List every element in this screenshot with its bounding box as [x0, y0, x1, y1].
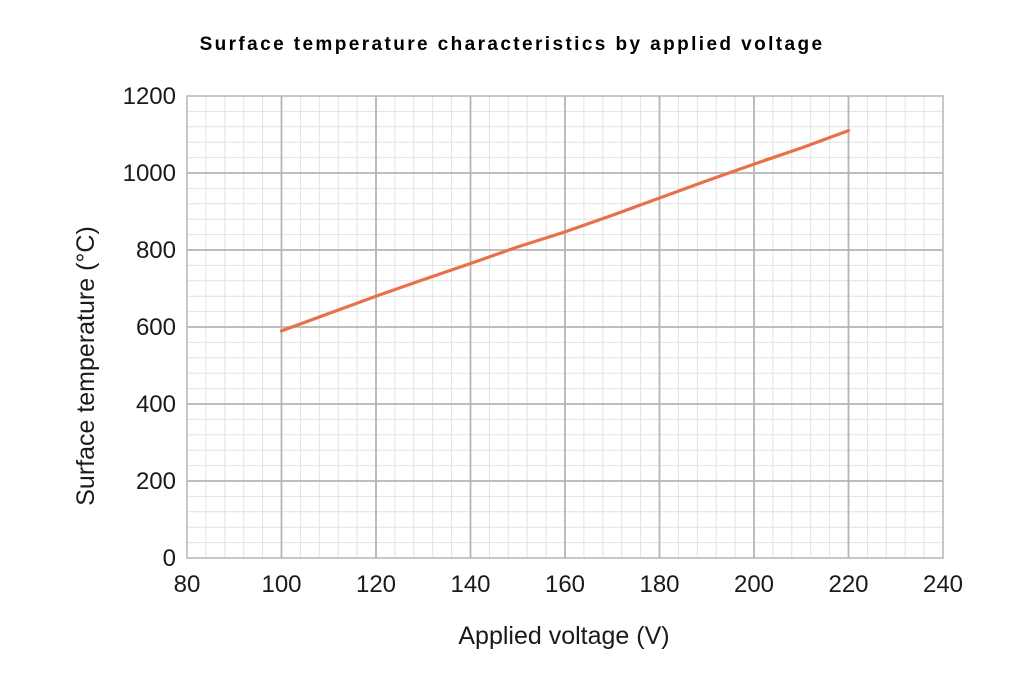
series-layer	[279, 129, 851, 333]
x-axis-title: Applied voltage (V)	[458, 622, 669, 650]
x-tick-label: 220	[828, 571, 868, 598]
y-axis-ticks: 0 200 400 600 800 1000 1200	[123, 83, 176, 572]
y-tick-label: 800	[136, 237, 176, 264]
y-tick-label: 200	[136, 468, 176, 495]
x-axis-ticks: 80 100 120 140 160 180 200 220 240	[174, 571, 963, 598]
y-tick-label: 600	[136, 314, 176, 341]
y-tick-label: 400	[136, 391, 176, 418]
x-tick-label: 180	[639, 571, 679, 598]
x-tick-label: 240	[923, 571, 963, 598]
y-axis-title: Surface temperature (°C)	[72, 226, 100, 506]
y-tick-label: 1200	[123, 83, 176, 110]
x-tick-label: 120	[356, 571, 396, 598]
x-tick-label: 80	[174, 571, 201, 598]
x-tick-label: 140	[450, 571, 490, 598]
y-tick-label: 1000	[123, 160, 176, 187]
series-line	[279, 129, 851, 333]
major-grid	[187, 96, 943, 558]
plot-frame	[186, 95, 944, 559]
x-tick-label: 160	[545, 571, 585, 598]
y-tick-label: 0	[163, 545, 176, 572]
chart-title: Surface temperature characteristics by a…	[200, 34, 825, 55]
x-tick-label: 100	[261, 571, 301, 598]
x-tick-label: 200	[734, 571, 774, 598]
